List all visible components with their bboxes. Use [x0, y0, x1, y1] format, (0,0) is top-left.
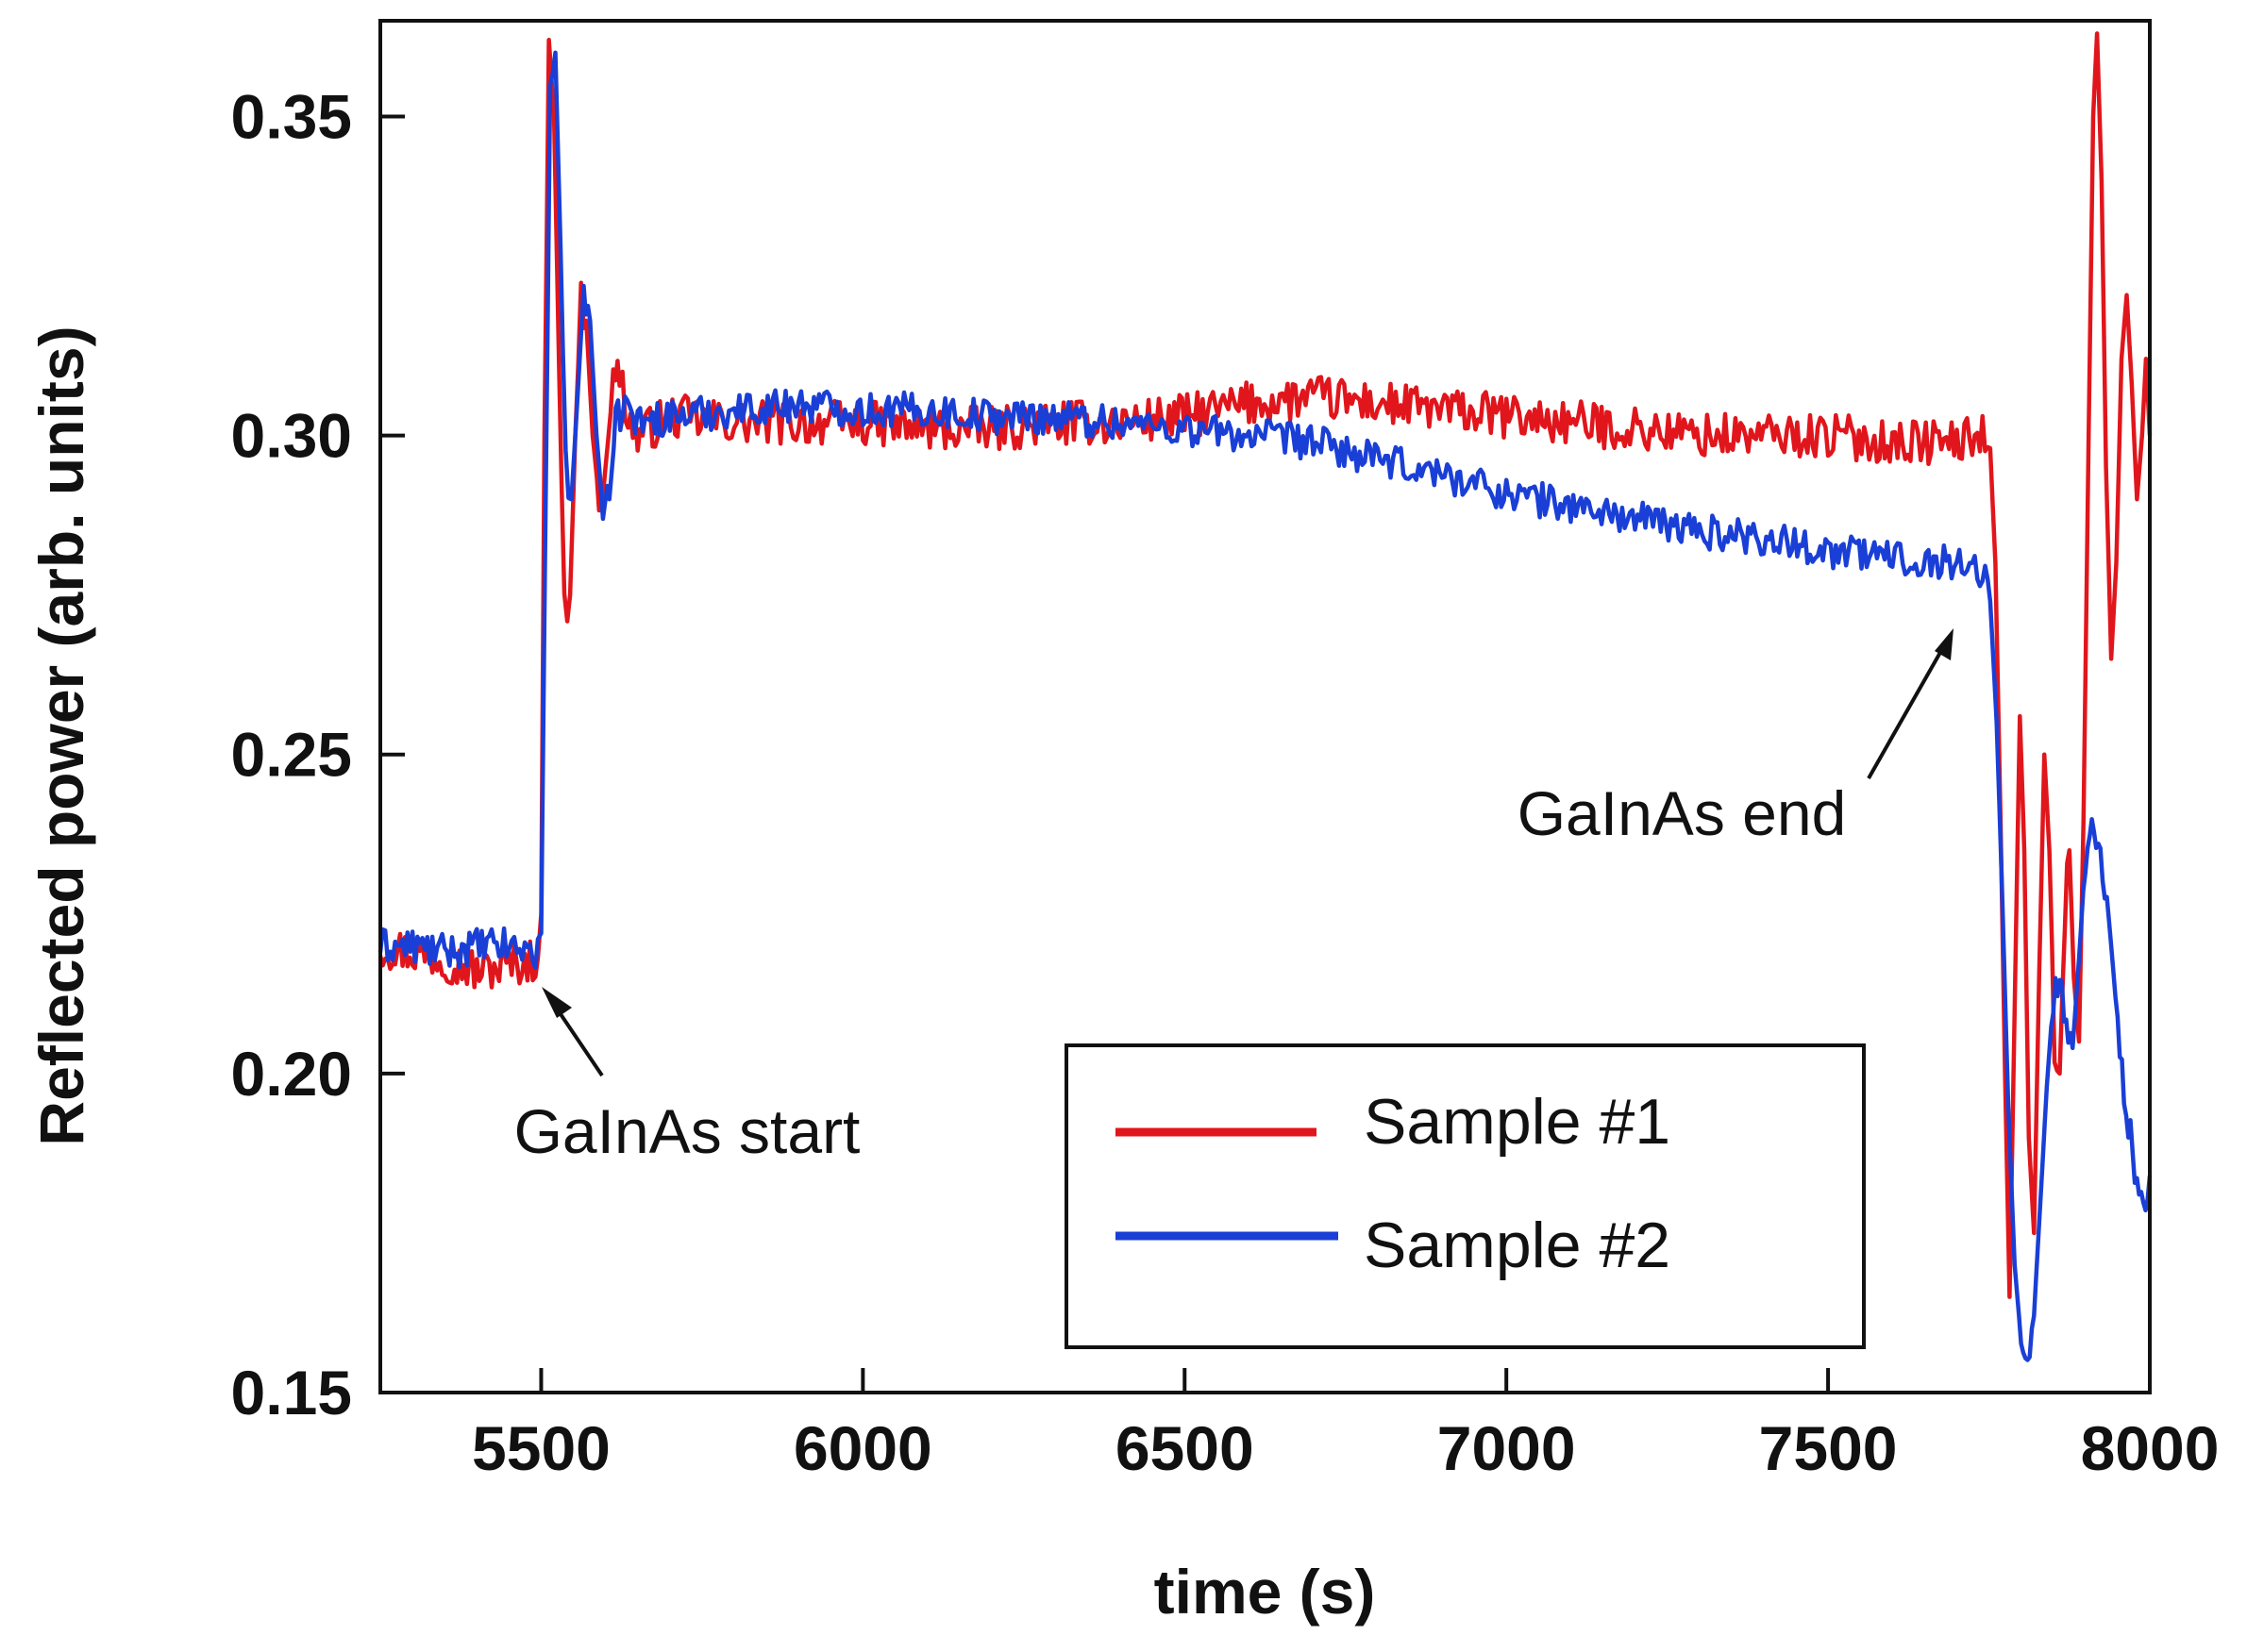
- series-layer: [377, 31, 2153, 1362]
- x-tick-label: 7000: [1437, 1413, 1576, 1483]
- annotation-start: GaInAs start: [514, 987, 861, 1166]
- legend-label-sample-2: Sample #2: [1364, 1210, 1670, 1281]
- legend-box: [1065, 1043, 1866, 1349]
- y-tick-label: 0.20: [231, 1039, 352, 1109]
- annotation-end-arrowhead: [1935, 628, 1954, 660]
- y-tick-label: 0.30: [231, 401, 352, 471]
- annotation-end: GaInAs end: [1518, 628, 1954, 848]
- annotation-start-arrow-line: [553, 1004, 604, 1077]
- y-axis-title: Reflected power (arb. units): [26, 325, 96, 1145]
- x-tick-label: 8000: [2081, 1413, 2220, 1483]
- annotation-start-label: GaInAs start: [514, 1096, 861, 1166]
- y-tick-label: 0.25: [231, 720, 352, 790]
- x-tick-label: 6000: [794, 1413, 932, 1483]
- x-axis-title: time (s): [1154, 1557, 1376, 1627]
- x-tick-label: 6500: [1115, 1413, 1254, 1483]
- ticks-layer: 5500 6000 6500 7000 7500 8000 0.15 0.20 0.25 0.30…: [231, 81, 2220, 1483]
- annotation-end-label: GaInAs end: [1518, 778, 1847, 848]
- series-line-sample-2: [377, 50, 2153, 1362]
- legend: Sample #1 Sample #2: [1065, 1043, 1866, 1349]
- plot-frame: [378, 19, 2152, 1394]
- y-tick-label: 0.15: [231, 1358, 352, 1427]
- legend-label-sample-1: Sample #1: [1364, 1086, 1670, 1158]
- x-tick-label: 7500: [1759, 1413, 1898, 1483]
- annotation-end-arrow-line: [1867, 648, 1944, 779]
- annotation-start-arrowhead: [542, 987, 572, 1018]
- x-tick-label: 5500: [472, 1413, 611, 1483]
- y-tick-label: 0.35: [231, 81, 352, 151]
